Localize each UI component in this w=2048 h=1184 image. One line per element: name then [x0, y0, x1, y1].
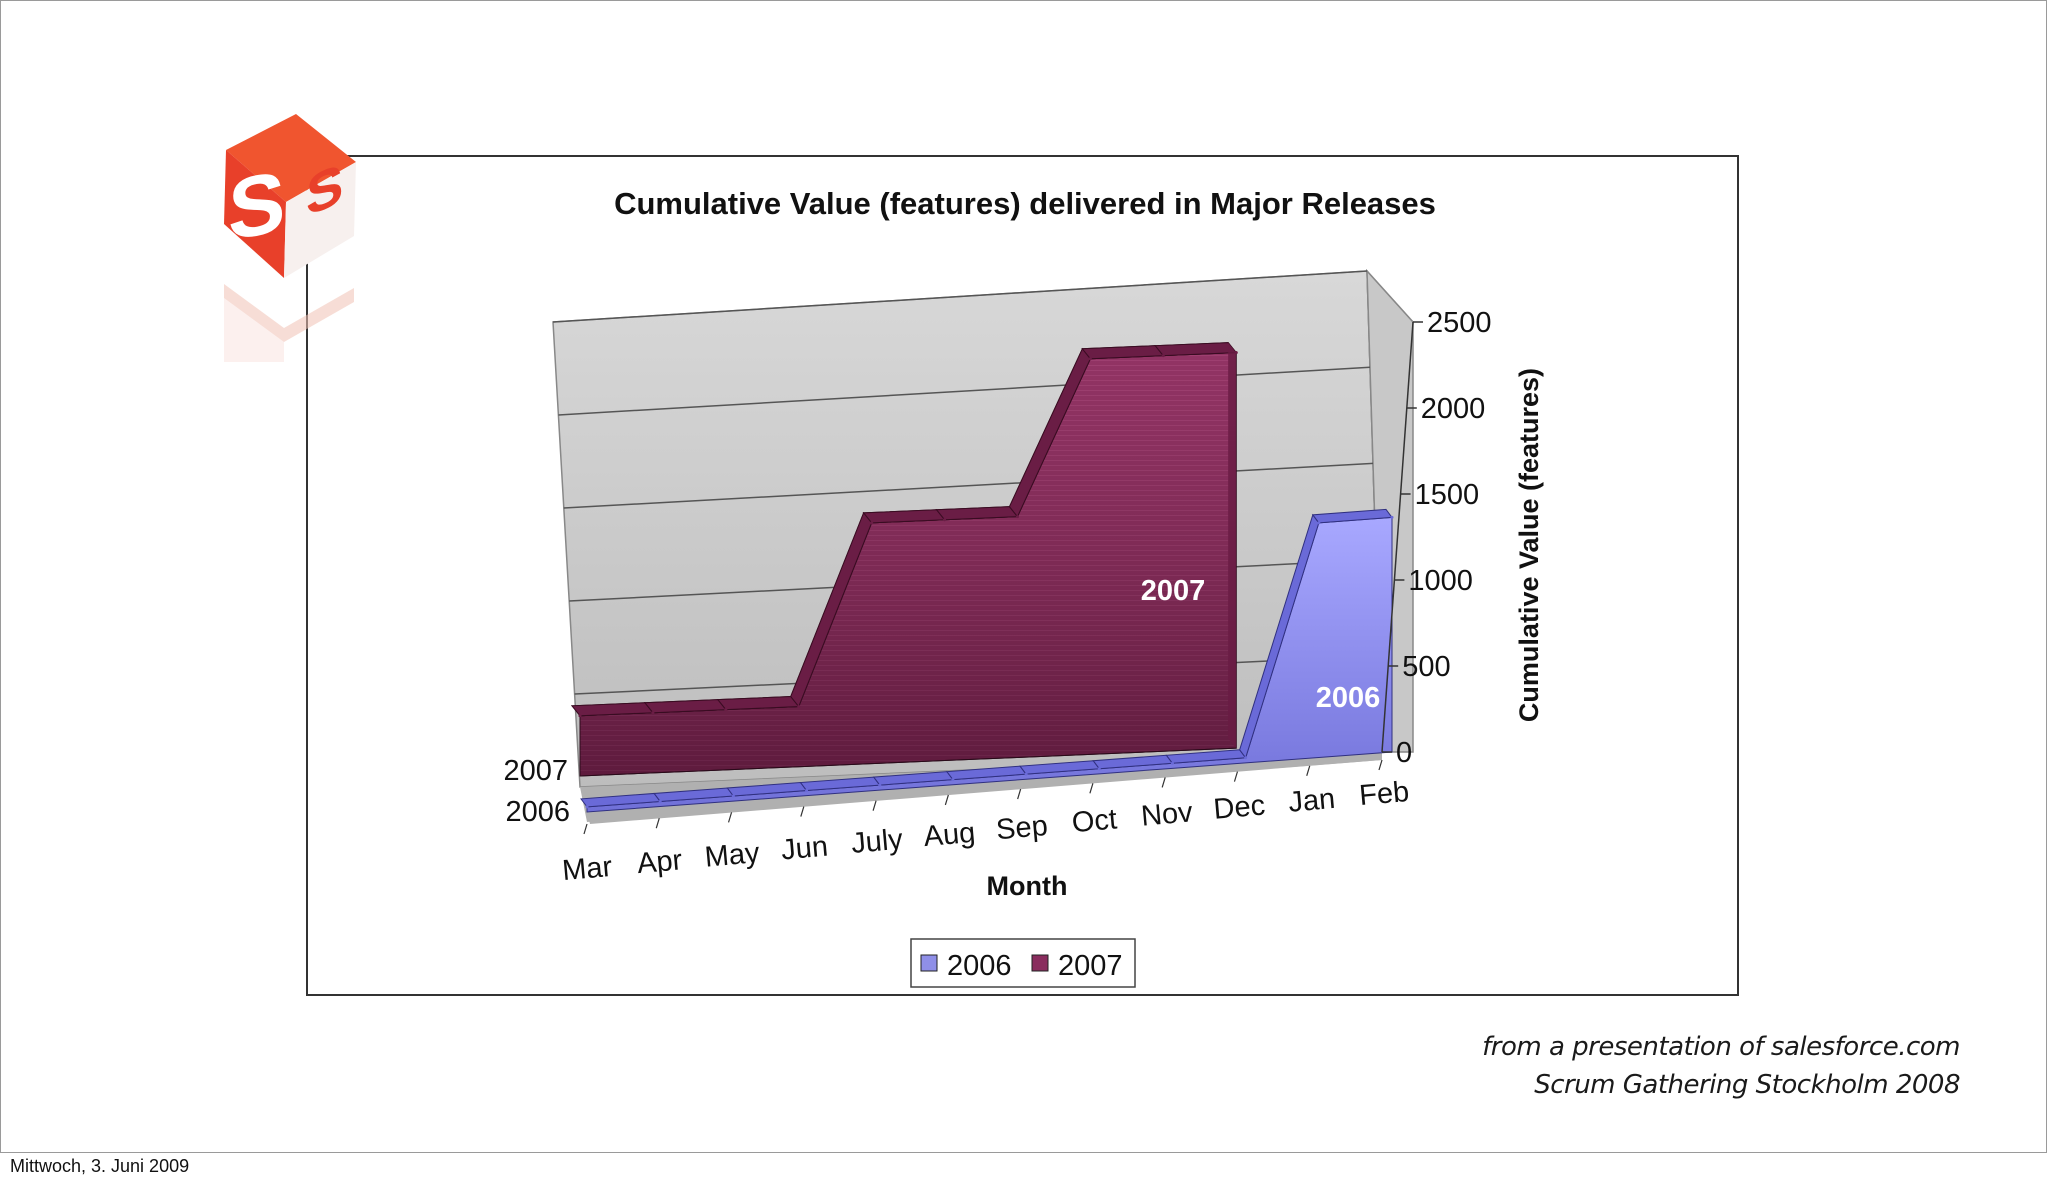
area-label-2006: 2006 [1316, 682, 1381, 714]
svg-text:S: S [306, 151, 343, 229]
caption: from a presentation of salesforce.com Sc… [1482, 1028, 1960, 1104]
x-tick-label-Dec: Dec [1212, 789, 1266, 825]
y-tick-label-0: 0 [1396, 737, 1412, 769]
area-label-2007: 2007 [1141, 575, 1206, 607]
gridline-2500 [552, 270, 1368, 323]
x-tick-label-Mar: Mar [561, 851, 614, 887]
series-2007 [570, 342, 1238, 777]
point-2007-shade-Oct [1088, 357, 1092, 361]
y-tick-label-500: 500 [1402, 651, 1450, 683]
point-2006-Sep [1024, 772, 1028, 776]
x-tick-Aug [944, 794, 949, 806]
x-tick-Oct [1089, 783, 1094, 794]
caption-line-1: from a presentation of salesforce.com [1482, 1032, 1960, 1062]
area-2006-top-Jan [1311, 508, 1393, 524]
y-axis-line [1381, 321, 1414, 753]
y-tick-label-2500: 2500 [1427, 307, 1492, 339]
point-2007-shade-July [870, 521, 874, 525]
point-2007-shade-Jun [797, 705, 801, 709]
x-tick-label-Oct: Oct [1071, 803, 1119, 839]
point-2006-Jan [1317, 521, 1321, 525]
gridline-1500 [563, 462, 1374, 509]
point-2006-Mar [585, 805, 589, 809]
point-2007-shade-Apr [651, 711, 655, 715]
point-2006-May [731, 794, 735, 798]
point-2007-shade-Sep [1015, 515, 1019, 519]
x-tick-Jun [800, 806, 805, 817]
legend: 2006 2007 [910, 938, 1136, 988]
x-tick-label-Feb: Feb [1358, 776, 1411, 812]
y-tick-label-1000: 1000 [1408, 565, 1473, 597]
x-tick-label-Aug: Aug [922, 817, 976, 853]
salesforce-logo: S S [224, 114, 356, 362]
x-tick-label-Jan: Jan [1287, 783, 1336, 819]
point-2007-shade-May [724, 708, 728, 712]
point-2006-Aug [951, 778, 955, 782]
point-2007-shade-Mar [578, 714, 582, 718]
x-tick-Dec [1233, 771, 1239, 782]
x-tick-July [872, 800, 877, 811]
point-2006-Jun [805, 789, 809, 793]
footer-date: Mittwoch, 3. Juni 2009 [10, 1156, 190, 1176]
y-axis: 0 500 1000 1500 2000 2500 [1381, 307, 1492, 769]
point-2007-shade-Nov [1161, 354, 1165, 358]
depth-label-2006: 2006 [505, 796, 570, 828]
point-2006-Apr [658, 799, 662, 803]
chart-title: Cumulative Value (features) delivered in… [614, 186, 1436, 221]
x-tick-May [727, 812, 733, 823]
point-2006-Dec [1244, 756, 1248, 760]
legend-label-2006: 2006 [947, 950, 1012, 982]
legend-swatch-2007 [1031, 954, 1049, 972]
logo-letter: S [228, 154, 285, 259]
caption-line-2: Scrum Gathering Stockholm 2008 [1534, 1070, 1960, 1100]
y-tick-label-1500: 1500 [1415, 479, 1480, 511]
x-axis-title: Month [987, 871, 1068, 901]
legend-swatch-2006 [920, 954, 938, 972]
point-2006-July [878, 783, 882, 787]
x-tick-label-Apr: Apr [636, 844, 684, 880]
x-tick-Nov [1161, 777, 1166, 788]
y-axis-title: Cumulative Value (features) [1514, 368, 1544, 722]
x-tick-Sep [1017, 788, 1022, 800]
series-2006 [580, 508, 1394, 813]
x-tick-label-Sep: Sep [995, 810, 1049, 846]
y-tick-label-2000: 2000 [1421, 393, 1486, 425]
x-tick-label-July: July [850, 824, 905, 860]
x-tick-label-Nov: Nov [1140, 796, 1195, 832]
x-tick-Apr [655, 818, 660, 829]
point-2006-Nov [1170, 761, 1174, 765]
legend-label-2007: 2007 [1058, 950, 1123, 982]
x-tick-Mar [583, 823, 588, 835]
x-tick-label-May: May [703, 837, 761, 874]
depth-label-2007: 2007 [503, 755, 568, 787]
area-2007-shade-end [1228, 342, 1237, 749]
x-axis: Mar Apr May Jun July Aug Sep Oct Nov Dec Jan Feb [561, 759, 1411, 887]
point-2007-shade-Aug [943, 518, 947, 522]
x-tick-Feb [1378, 759, 1383, 771]
x-tick-Jan [1306, 765, 1311, 776]
point-2006-Oct [1097, 767, 1101, 771]
point-2006-Feb [1390, 515, 1394, 519]
floor-plane [587, 752, 1382, 824]
x-tick-label-Jun: Jun [780, 831, 829, 867]
